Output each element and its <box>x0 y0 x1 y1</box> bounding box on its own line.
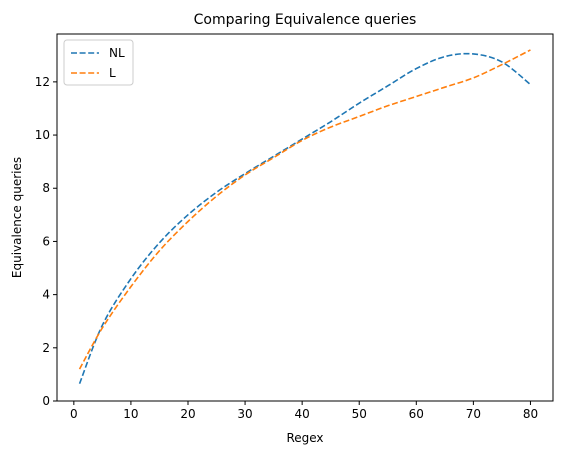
y-tick-label: 12 <box>35 75 50 89</box>
y-axis-label: Equivalence queries <box>10 157 24 278</box>
y-tick-label: 8 <box>42 181 50 195</box>
x-tick-label: 10 <box>123 407 138 421</box>
y-axis: 0 2 4 6 8 10 12 <box>35 75 57 408</box>
x-tick-label: 70 <box>466 407 481 421</box>
y-tick-label: 2 <box>42 341 50 355</box>
x-tick-label: 50 <box>352 407 367 421</box>
legend-label: L <box>109 66 116 80</box>
legend-label: NL <box>109 46 125 60</box>
y-tick-label: 0 <box>42 394 50 408</box>
x-tick-label: 30 <box>237 407 252 421</box>
y-tick-label: 10 <box>35 128 50 142</box>
plot-frame <box>56 33 554 402</box>
chart-title: Comparing Equivalence queries <box>194 12 417 28</box>
x-tick-label: 60 <box>409 407 424 421</box>
series-layer <box>78 49 531 385</box>
legend: NL L <box>63 39 134 86</box>
series-line-nl <box>78 52 531 385</box>
x-tick-label: 20 <box>180 407 195 421</box>
series-line-l <box>78 49 531 370</box>
x-tick-label: 40 <box>295 407 310 421</box>
x-tick-label: 80 <box>523 407 538 421</box>
x-tick-label: 0 <box>70 407 78 421</box>
y-tick-label: 4 <box>42 288 50 302</box>
y-tick-label: 6 <box>42 234 50 248</box>
x-axis-label: Regex <box>286 431 323 445</box>
x-axis: 0 10 20 30 40 50 60 70 80 <box>70 401 538 421</box>
